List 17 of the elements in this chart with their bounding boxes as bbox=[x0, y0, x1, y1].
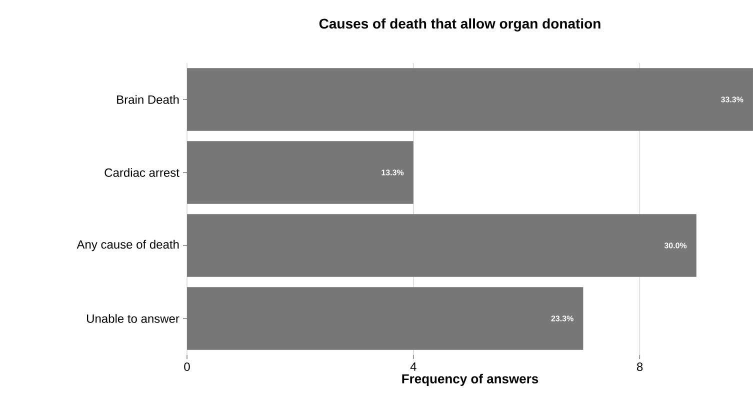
x-tick-label: 0 bbox=[184, 362, 190, 372]
annotation: 23.3% bbox=[551, 316, 574, 322]
x-tick-label: 8 bbox=[636, 362, 643, 372]
y-tick-label: Cardiac arrest bbox=[104, 168, 180, 177]
annotation: 33.3% bbox=[720, 96, 744, 102]
bar bbox=[187, 68, 753, 131]
bar bbox=[187, 287, 584, 350]
y-tick-label: Brain Death bbox=[117, 95, 179, 104]
annotation: 13.3% bbox=[382, 170, 404, 176]
y-tick-label: Any cause of death bbox=[76, 240, 179, 252]
x-tick-label: 4 bbox=[410, 362, 416, 371]
y-tick-label: Unable to answer bbox=[87, 314, 180, 323]
bar bbox=[187, 141, 414, 204]
bar bbox=[187, 214, 696, 277]
x-axis-title: Frequency of answers bbox=[402, 374, 538, 386]
chart-title: Causes of death that allow organ donation bbox=[319, 18, 600, 32]
annotation: 30.0% bbox=[664, 242, 687, 248]
